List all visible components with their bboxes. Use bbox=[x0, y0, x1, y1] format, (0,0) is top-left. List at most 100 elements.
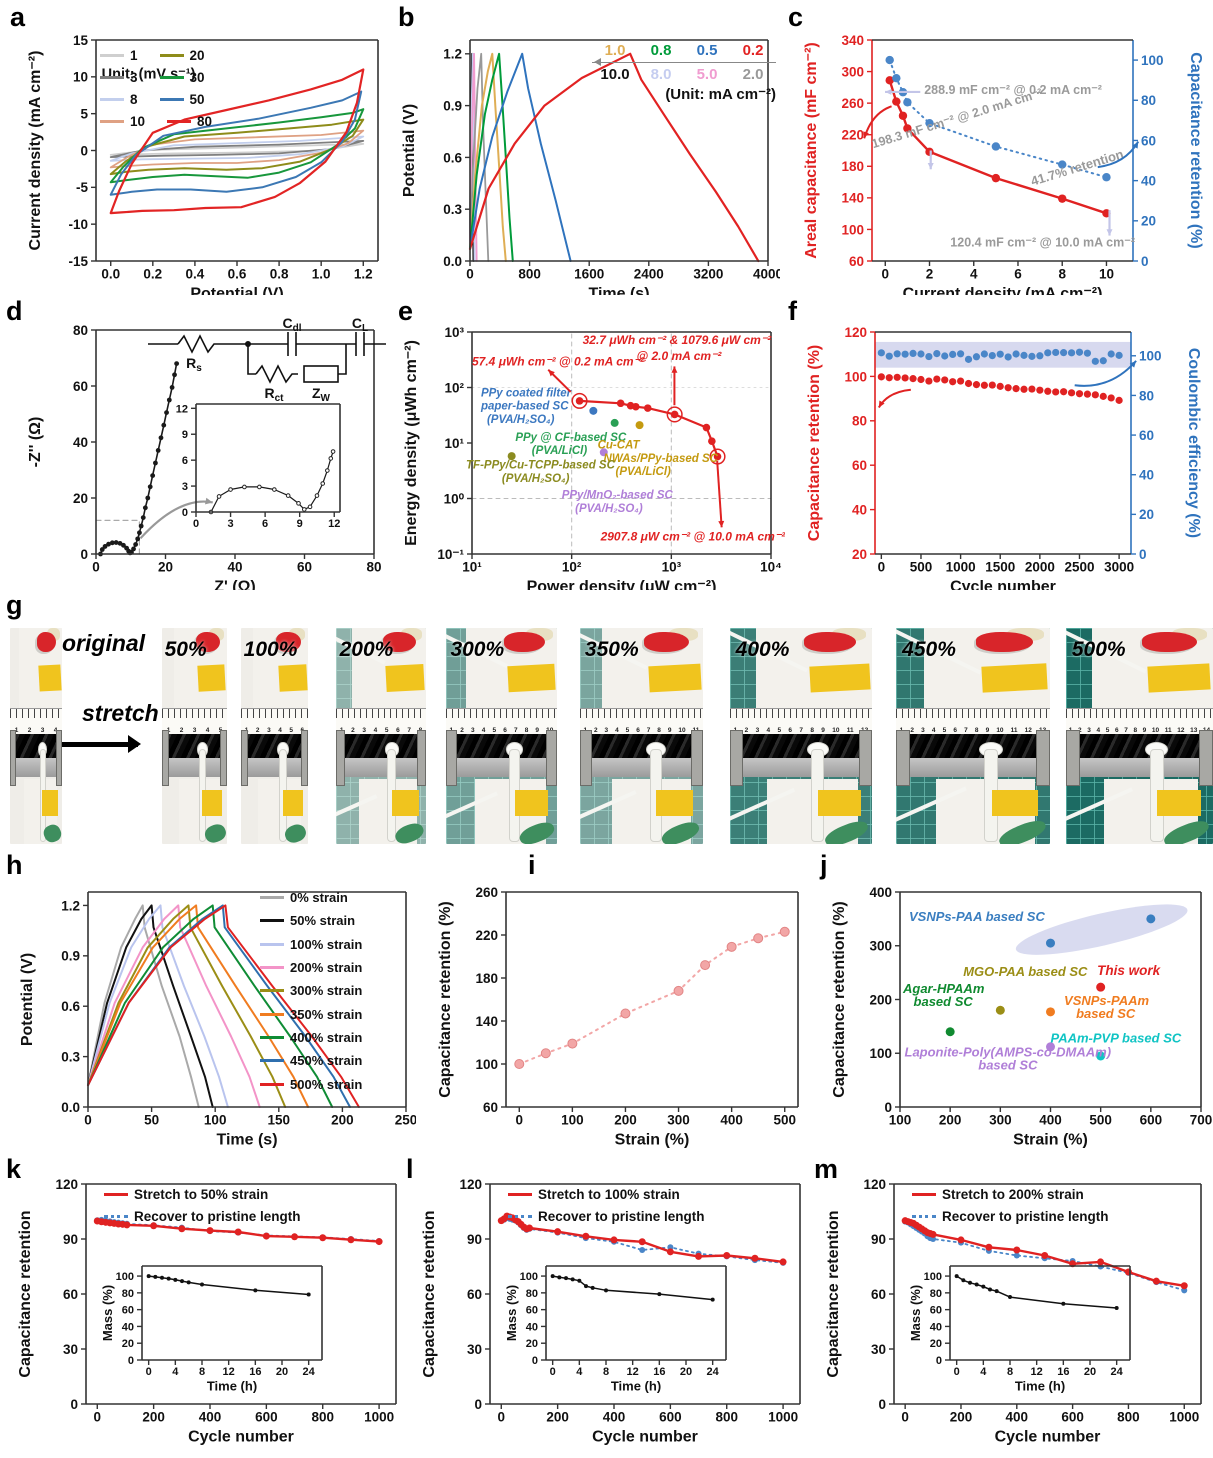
svg-text:20: 20 bbox=[680, 1366, 692, 1378]
svg-text:(PVA/LiCl): (PVA/LiCl) bbox=[616, 466, 672, 478]
chart-a: 0.0 0.2 0.4 0.6 0.8 1.0 1.2 -15 -10 -5 0 5 10 15 Poten… bbox=[27, 33, 379, 302]
svg-text:80: 80 bbox=[366, 560, 381, 575]
svg-text:40: 40 bbox=[930, 1321, 942, 1333]
svg-text:100: 100 bbox=[116, 1271, 134, 1283]
svg-text:40: 40 bbox=[227, 560, 242, 575]
panel-k-inset: 0 4 8 12 16 20 24 0 20 40 60 80 100 Time (h) Mass (%) bbox=[100, 1258, 330, 1394]
svg-text:0: 0 bbox=[532, 1355, 538, 1367]
svg-text:80: 80 bbox=[1141, 93, 1156, 108]
stretch-photo-original: 1234 bbox=[10, 628, 62, 844]
strain-percentage-label: 200% bbox=[339, 637, 394, 661]
panel-letter-c: c bbox=[788, 2, 804, 32]
svg-text:10³: 10³ bbox=[662, 560, 682, 575]
svg-text:200: 200 bbox=[950, 1410, 973, 1425]
svg-text:9: 9 bbox=[182, 429, 188, 441]
svg-text:Capacitance retention: Capacitance retention bbox=[17, 1210, 34, 1377]
svg-text:1000: 1000 bbox=[946, 560, 976, 575]
svg-text:0: 0 bbox=[146, 1366, 152, 1378]
svg-text:Time (s): Time (s) bbox=[588, 285, 649, 295]
svg-text:Laponite-Poly(AMPS-co-DMAAm): Laponite-Poly(AMPS-co-DMAAm) bbox=[905, 1044, 1112, 1059]
svg-text:800: 800 bbox=[1117, 1410, 1140, 1425]
svg-text:1.2: 1.2 bbox=[354, 267, 373, 282]
svg-text:100: 100 bbox=[889, 1113, 912, 1128]
svg-text:300: 300 bbox=[869, 939, 892, 954]
stretch-photo-200%: 12345678200% bbox=[336, 628, 426, 844]
svg-text:3000: 3000 bbox=[1104, 560, 1134, 575]
svg-text:32.7 μWh cm⁻² & 1079.6 μW cm⁻²: 32.7 μWh cm⁻² & 1079.6 μW cm⁻² bbox=[583, 333, 773, 347]
svg-text:500: 500 bbox=[1089, 1113, 1112, 1128]
svg-text:24: 24 bbox=[303, 1366, 316, 1378]
svg-text:200: 200 bbox=[546, 1410, 569, 1425]
svg-text:(PVA/H₂SO₄): (PVA/H₂SO₄) bbox=[487, 414, 555, 426]
svg-text:2907.8 μW cm⁻² @ 10.0 mA cm⁻²: 2907.8 μW cm⁻² @ 10.0 mA cm⁻² bbox=[600, 530, 785, 544]
svg-text:Rct: Rct bbox=[264, 385, 284, 404]
svg-text:Potential (V): Potential (V) bbox=[190, 285, 283, 295]
svg-text:ZW: ZW bbox=[312, 385, 331, 404]
svg-text:100: 100 bbox=[204, 1113, 227, 1128]
svg-text:10: 10 bbox=[73, 70, 88, 85]
svg-text:0: 0 bbox=[128, 1355, 134, 1367]
svg-text:TF-PPy/Cu-TCPP-based SC: TF-PPy/Cu-TCPP-based SC bbox=[466, 460, 616, 472]
svg-text:100: 100 bbox=[844, 369, 867, 384]
svg-text:200: 200 bbox=[869, 992, 892, 1007]
legend-arrow bbox=[592, 58, 776, 66]
panel-letter-m: m bbox=[814, 1154, 839, 1184]
svg-text:15: 15 bbox=[73, 33, 89, 48]
svg-text:40: 40 bbox=[1139, 468, 1154, 483]
svg-text:400: 400 bbox=[1006, 1410, 1029, 1425]
svg-text:20: 20 bbox=[526, 1338, 538, 1350]
svg-text:60: 60 bbox=[1139, 428, 1154, 443]
svg-text:600: 600 bbox=[1061, 1410, 1084, 1425]
svg-text:40: 40 bbox=[852, 502, 867, 517]
svg-text:20: 20 bbox=[158, 560, 173, 575]
legend-item: 30 bbox=[159, 70, 205, 85]
strain-percentage-label: 450% bbox=[902, 637, 956, 661]
svg-text:0.6: 0.6 bbox=[61, 999, 80, 1014]
svg-text:2500: 2500 bbox=[1064, 560, 1094, 575]
svg-text:8: 8 bbox=[1007, 1366, 1013, 1378]
panel-d: 0 20 40 60 80 0 20 40 60 80 Z' (Ω) -Z'' (Ω) bbox=[8, 302, 388, 596]
svg-text:based SC: based SC bbox=[978, 1057, 1038, 1072]
svg-text:300: 300 bbox=[841, 64, 864, 79]
svg-text:2000: 2000 bbox=[1025, 560, 1055, 575]
strain-percentage-label: 50% bbox=[164, 637, 207, 661]
svg-text:90: 90 bbox=[63, 1232, 78, 1247]
svg-text:260: 260 bbox=[475, 885, 498, 900]
svg-text:0.3: 0.3 bbox=[61, 1049, 80, 1064]
svg-text:80: 80 bbox=[73, 323, 88, 338]
svg-text:80: 80 bbox=[122, 1288, 134, 1300]
svg-text:PPy coated filter: PPy coated filter bbox=[481, 387, 572, 399]
svg-text:Cu-CAT: Cu-CAT bbox=[598, 440, 641, 452]
svg-text:800: 800 bbox=[311, 1410, 334, 1425]
panel-letter-a: a bbox=[10, 2, 26, 32]
legend-h: 0% strain 50% strain 100% strain 200% strai… bbox=[260, 886, 362, 1096]
svg-text:Power density (μW cm⁻²): Power density (μW cm⁻²) bbox=[527, 578, 717, 590]
svg-text:Current density (mA cm⁻²): Current density (mA cm⁻²) bbox=[27, 51, 44, 251]
svg-text:1000: 1000 bbox=[364, 1410, 394, 1425]
svg-text:60: 60 bbox=[930, 1305, 942, 1317]
legend-item: 50% strain bbox=[260, 913, 355, 928]
svg-text:0.0: 0.0 bbox=[101, 267, 120, 282]
svg-text:4: 4 bbox=[970, 267, 978, 282]
panel-k: 0 200 400 600 800 1000 0 30 60 90 120 Cycle number C… bbox=[8, 1162, 408, 1458]
panel-letter-l: l bbox=[406, 1154, 414, 1184]
panel-c: 0 2 4 6 8 10 60 100 140 180 220 260 300 340 0 20 40 60 80 1… bbox=[780, 8, 1213, 303]
panel-letter-g: g bbox=[6, 590, 23, 620]
svg-text:10⁴: 10⁴ bbox=[760, 560, 782, 575]
svg-text:60: 60 bbox=[73, 379, 88, 394]
svg-text:120.4 mF cm⁻² @ 10.0 mA cm⁻²: 120.4 mF cm⁻² @ 10.0 mA cm⁻² bbox=[950, 236, 1135, 250]
svg-text:0: 0 bbox=[474, 1397, 482, 1412]
svg-text:0: 0 bbox=[80, 547, 88, 562]
svg-text:100: 100 bbox=[869, 1046, 892, 1061]
chart-j: 100 200 300 400 500 600 7000100200300400Strain… bbox=[831, 885, 1212, 1149]
svg-text:20: 20 bbox=[1141, 214, 1156, 229]
legend-m: Stretch to 200% strain Recover to pristin… bbox=[912, 1183, 1109, 1227]
legend-k: Stretch to 50% strain Recover to pristine… bbox=[104, 1183, 301, 1227]
panel-a: 0.0 0.2 0.4 0.6 0.8 1.0 1.2 -15 -10 -5 0 5 10 15 Poten… bbox=[8, 8, 388, 302]
stretch-arrow bbox=[50, 735, 141, 753]
svg-text:30: 30 bbox=[63, 1342, 78, 1357]
svg-text:5: 5 bbox=[80, 107, 88, 122]
svg-text:500: 500 bbox=[773, 1113, 796, 1128]
legend-item: 10.0 bbox=[600, 66, 630, 83]
svg-text:12: 12 bbox=[223, 1366, 235, 1378]
